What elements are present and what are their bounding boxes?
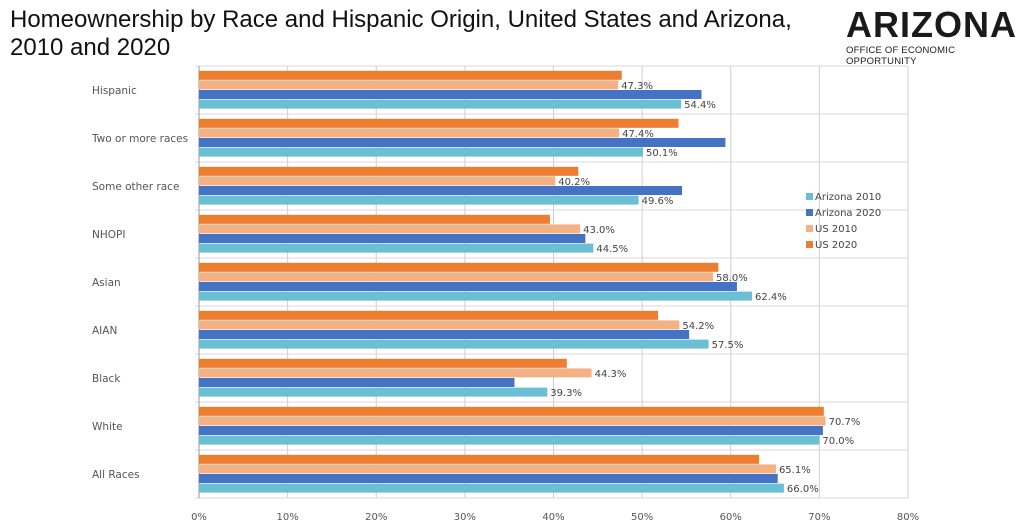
bar-white-us-2020	[199, 406, 824, 416]
x-tick-label: 10%	[277, 512, 299, 523]
data-label: 39.3%	[550, 388, 582, 399]
bar-nhopi-us-2010	[199, 224, 581, 234]
bar-black-us-2010	[199, 368, 592, 378]
bar-hispanic-arizona-2020	[199, 90, 702, 99]
legend-swatch-us-2020	[806, 241, 813, 248]
bar-two-or-more-races-us-2010	[199, 128, 620, 138]
category-label: Hispanic	[92, 85, 137, 97]
data-label: 44.5%	[596, 244, 628, 255]
data-label: 57.5%	[712, 340, 744, 351]
legend-label: Arizona 2020	[815, 208, 881, 219]
x-tick-label: 30%	[454, 512, 476, 523]
category-label: White	[92, 421, 123, 433]
data-label: 62.4%	[755, 292, 787, 303]
legend-label: Arizona 2010	[815, 192, 881, 203]
bar-asian-us-2010	[199, 272, 714, 282]
bar-hispanic-arizona-2010	[199, 99, 682, 109]
legend-swatch-arizona-2020	[806, 209, 813, 216]
bar-nhopi-us-2020	[199, 214, 550, 224]
bar-all-races-arizona-2020	[199, 474, 778, 483]
category-label: NHOPI	[92, 229, 125, 241]
bar-two-or-more-races-us-2020	[199, 118, 679, 128]
legend-swatch-us-2010	[806, 225, 813, 232]
bar-white-us-2010	[199, 416, 826, 426]
bar-black-arizona-2010	[199, 387, 548, 397]
data-label: 47.3%	[621, 81, 653, 92]
bar-some-other-race-us-2010	[199, 176, 556, 186]
bar-black-arizona-2020	[199, 378, 515, 387]
x-tick-label: 0%	[191, 512, 207, 523]
data-label: 47.4%	[622, 129, 654, 140]
bar-asian-arizona-2020	[199, 282, 737, 291]
bar-white-arizona-2020	[199, 426, 823, 435]
data-label: 65.1%	[779, 465, 811, 476]
category-label: Asian	[92, 277, 121, 289]
legend-swatch-arizona-2010	[806, 193, 813, 200]
bar-aian-arizona-2020	[199, 330, 690, 339]
data-label: 66.0%	[787, 484, 819, 495]
data-label: 58.0%	[716, 273, 748, 284]
data-label: 49.6%	[642, 196, 674, 207]
bar-asian-arizona-2010	[199, 291, 753, 301]
logo-wordmark: ARIZONA	[846, 4, 1017, 45]
logo-subtitle: OFFICE OF ECONOMIC OPPORTUNITY	[846, 45, 956, 67]
x-tick-label: 50%	[631, 512, 653, 523]
data-label: 54.2%	[682, 321, 714, 332]
data-label: 70.0%	[822, 436, 854, 447]
category-label: Black	[92, 373, 121, 385]
bar-some-other-race-us-2020	[199, 166, 579, 176]
category-label: AIAN	[92, 325, 117, 337]
x-tick-label: 70%	[808, 512, 830, 523]
bar-nhopi-arizona-2020	[199, 234, 586, 243]
chart-title: Homeownership by Race and Hispanic Origi…	[10, 6, 792, 61]
x-tick-label: 20%	[365, 512, 387, 523]
data-label: 70.7%	[829, 417, 861, 428]
bar-aian-arizona-2010	[199, 339, 709, 349]
legend-label: US 2010	[815, 224, 857, 235]
bar-all-races-arizona-2010	[199, 483, 784, 493]
bar-nhopi-arizona-2010	[199, 243, 594, 253]
bar-white-arizona-2010	[199, 435, 820, 445]
data-label: 44.3%	[595, 369, 627, 380]
bar-aian-us-2010	[199, 320, 680, 330]
bar-two-or-more-races-arizona-2020	[199, 138, 726, 147]
bar-some-other-race-arizona-2010	[199, 195, 639, 205]
bar-all-races-us-2010	[199, 464, 776, 474]
x-tick-label: 80%	[897, 512, 919, 523]
bar-black-us-2020	[199, 358, 567, 368]
bar-two-or-more-races-arizona-2010	[199, 147, 644, 157]
category-label: Some other race	[92, 181, 179, 193]
data-label: 54.4%	[684, 100, 716, 111]
category-label: All Races	[92, 469, 140, 481]
data-label: 50.1%	[646, 148, 678, 159]
bar-asian-us-2020	[199, 262, 719, 272]
bar-all-races-us-2020	[199, 454, 760, 464]
bar-aian-us-2020	[199, 310, 659, 320]
data-label: 43.0%	[583, 225, 615, 236]
legend-label: US 2020	[815, 240, 857, 251]
x-tick-label: 60%	[720, 512, 742, 523]
bar-hispanic-us-2010	[199, 80, 619, 90]
x-tick-label: 40%	[542, 512, 564, 523]
category-label: Two or more races	[91, 133, 188, 145]
bar-hispanic-us-2020	[199, 70, 622, 80]
bar-some-other-race-arizona-2020	[199, 186, 683, 195]
arizona-logo: ARIZONA OFFICE OF ECONOMIC OPPORTUNITY	[846, 4, 1017, 68]
data-label: 40.2%	[558, 177, 590, 188]
